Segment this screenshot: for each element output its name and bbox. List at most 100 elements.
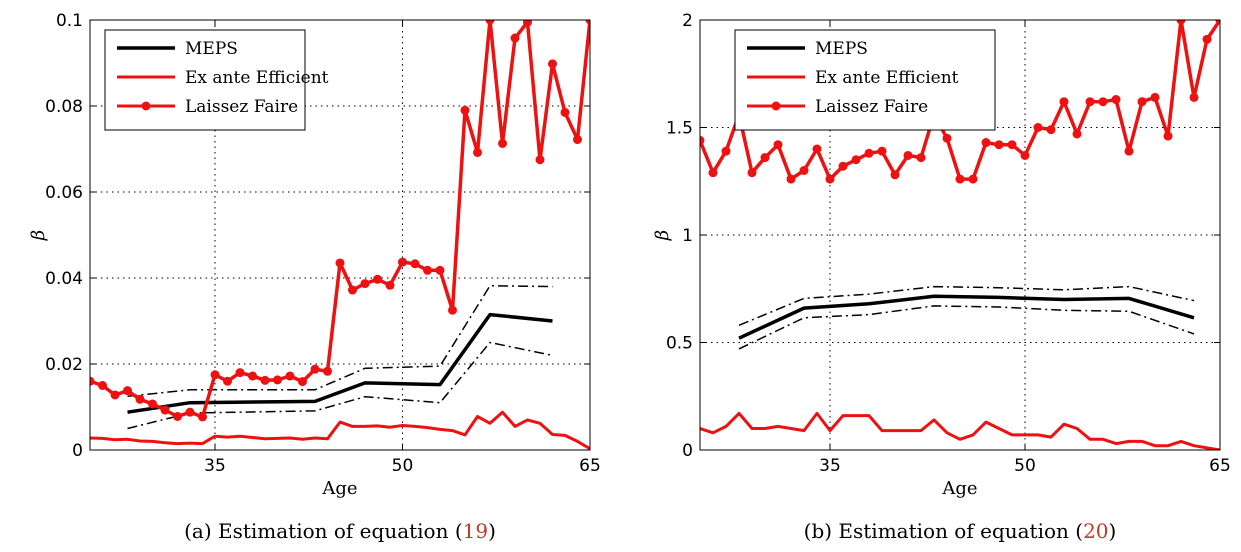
legend-label: MEPS [815, 39, 868, 59]
data-point [1189, 92, 1199, 102]
data-point [786, 174, 796, 184]
caption-b-ref[interactable]: 20 [1083, 519, 1108, 543]
data-point [1163, 131, 1173, 141]
data-point [1150, 92, 1160, 102]
data-point [123, 386, 132, 396]
data-point [942, 133, 952, 143]
y-tick-label: 0.5 [666, 334, 693, 354]
x-axis-label: Age [941, 478, 977, 499]
caption-a-ref[interactable]: 19 [463, 519, 488, 543]
y-tick-label: 2 [682, 11, 693, 31]
confidence-band-line [738, 285, 1195, 326]
data-point [851, 155, 861, 165]
y-tick-label: 0.02 [45, 355, 83, 375]
data-point [1202, 34, 1212, 44]
data-point [135, 394, 145, 404]
data-point [185, 407, 195, 417]
data-point [747, 168, 757, 178]
data-point [903, 150, 913, 160]
data-point [273, 375, 282, 385]
data-point [573, 135, 582, 145]
data-point [955, 174, 965, 184]
data-point [523, 20, 532, 27]
x-tick-label: 50 [392, 456, 414, 476]
data-point [260, 375, 270, 385]
legend: MEPS Ex ante Efficient Laissez Faire [104, 29, 329, 131]
data-point [1046, 125, 1056, 135]
data-point [373, 274, 382, 284]
data-point [864, 148, 874, 158]
data-point [348, 285, 357, 295]
x-tick-label: 65 [579, 456, 601, 476]
data-point [812, 144, 822, 154]
data-point [173, 411, 182, 421]
series-line-ex-ante-efficient [700, 411, 1220, 450]
data-point [223, 376, 232, 386]
data-point [1098, 97, 1108, 107]
data-point [198, 412, 207, 422]
y-tick-label: 0.04 [45, 269, 83, 289]
y-axis-label: β [652, 230, 673, 241]
data-point [968, 174, 978, 184]
plot-frame [89, 19, 591, 451]
data-point [700, 135, 705, 145]
data-point [485, 20, 495, 25]
data-point [1007, 140, 1017, 150]
caption-a: (a) Estimation of equation (19) [184, 519, 496, 543]
data-point [994, 140, 1004, 150]
legend-label: MEPS [185, 39, 238, 59]
series-line-meps [738, 294, 1195, 340]
series-group [700, 20, 1220, 450]
data-point [210, 370, 220, 380]
data-point [916, 153, 926, 163]
x-tick-label: 35 [204, 456, 226, 476]
data-point [90, 376, 95, 386]
legend-label: Ex ante Efficient [185, 68, 329, 88]
data-point [708, 168, 718, 178]
data-point [498, 138, 507, 148]
data-point [1059, 97, 1069, 107]
legend: MEPS Ex ante Efficient Laissez Faire [734, 29, 996, 131]
data-point [473, 147, 482, 157]
y-tick-label: 0 [72, 441, 83, 461]
data-point [1020, 150, 1030, 160]
data-point [98, 381, 107, 390]
data-point [310, 364, 320, 374]
data-point [385, 280, 395, 290]
data-point [1072, 129, 1082, 139]
data-point [535, 155, 545, 165]
data-point [323, 366, 332, 376]
data-point [460, 105, 470, 115]
data-point [838, 161, 848, 171]
legend-label: Laissez Faire [815, 97, 928, 117]
data-point [760, 153, 770, 163]
data-point [1085, 97, 1095, 107]
caption-b: (b) Estimation of equation (20) [804, 519, 1117, 543]
panel-a: 35 50 65 0 0.02 0.04 0.06 0.08 0.1 Age β MEPS Ex ant… [28, 11, 601, 499]
y-tick-label: 1 [682, 226, 693, 246]
data-point [423, 265, 432, 275]
data-point [235, 368, 245, 378]
data-point [877, 146, 887, 156]
data-point [721, 146, 731, 156]
x-axis-label: Age [321, 478, 357, 499]
series-group [90, 20, 590, 450]
data-point [298, 377, 307, 387]
data-point [1124, 146, 1134, 156]
y-tick-label: 0 [682, 441, 693, 461]
data-point [773, 140, 783, 150]
data-point [448, 305, 457, 315]
x-tick-label: 50 [1014, 456, 1036, 476]
data-point [585, 20, 590, 25]
confidence-band-line [127, 284, 553, 398]
data-point [548, 59, 557, 69]
y-axis-label: β [28, 230, 49, 241]
legend-marker [141, 101, 151, 111]
confidence-band-line [738, 305, 1195, 350]
series-line-meps [127, 312, 553, 414]
data-point [360, 279, 370, 289]
x-tick-label: 65 [1209, 456, 1231, 476]
y-tick-label: 1.5 [666, 119, 693, 139]
panel-b: 35 50 65 0 0.5 1 1.5 2 Age β MEPS Ex ante Efficient… [652, 11, 1231, 499]
data-point [981, 138, 991, 148]
